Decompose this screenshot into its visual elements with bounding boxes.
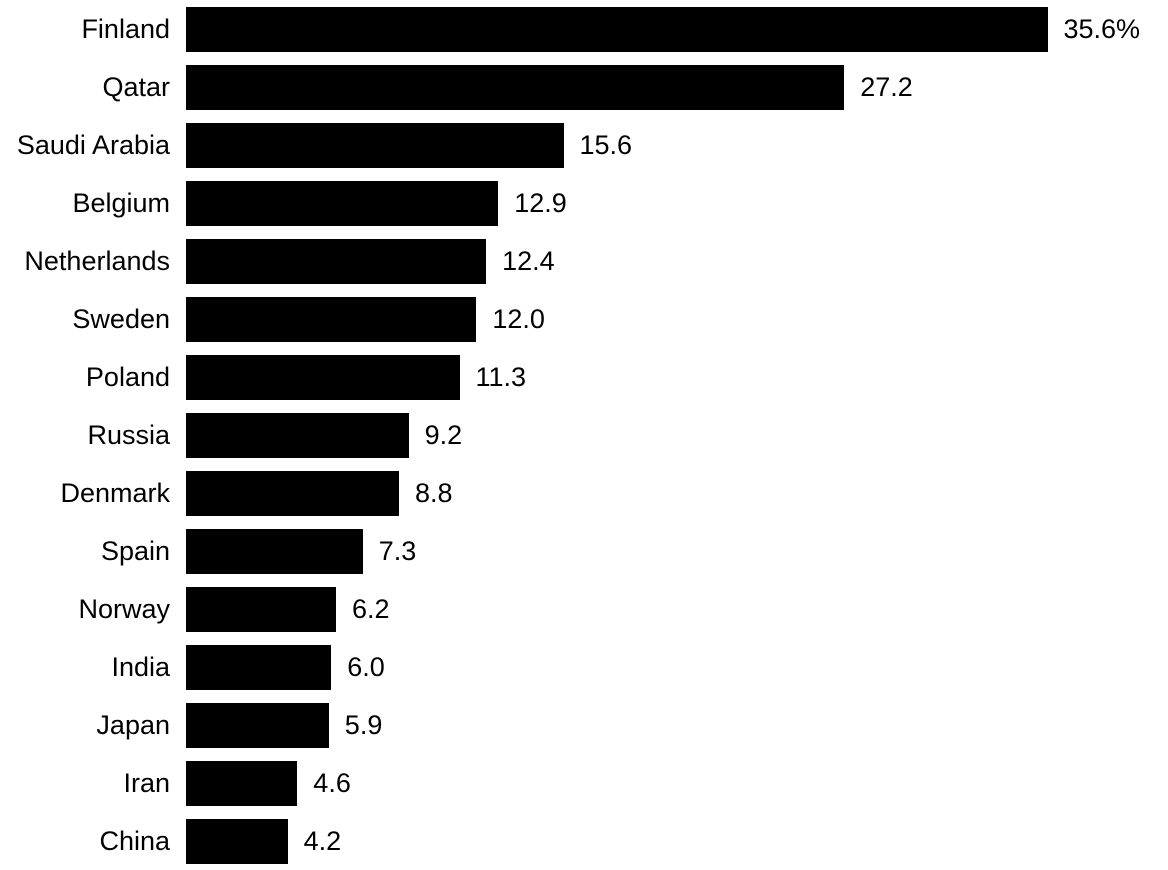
- category-label: Saudi Arabia: [16, 129, 170, 160]
- bar: [186, 818, 288, 864]
- category-label: Iran: [123, 767, 170, 798]
- bar-track: 27.2: [186, 58, 1168, 116]
- category-label: Qatar: [102, 71, 170, 102]
- bar: [186, 702, 329, 748]
- chart-row: Sweden 12.0: [0, 290, 1168, 348]
- value-label: 6.2: [352, 593, 390, 624]
- category-label: Finland: [81, 13, 170, 44]
- chart-row: China 4.2: [0, 812, 1168, 870]
- bar-track: 5.9: [186, 696, 1168, 754]
- chart-row: Poland 11.3: [0, 348, 1168, 406]
- bar: [186, 180, 499, 226]
- chart-row: Finland 35.6%: [0, 0, 1168, 58]
- value-label: 12.0: [492, 303, 545, 334]
- value-label: 4.2: [303, 825, 342, 856]
- value-label: 12.9: [514, 187, 567, 218]
- chart-row: Spain 7.3: [0, 522, 1168, 580]
- chart-row: Norway 6.2: [0, 580, 1168, 638]
- chart-row: Qatar 27.2: [0, 58, 1168, 116]
- bar-track: 4.2: [186, 812, 1168, 870]
- value-label: 4.6: [313, 767, 351, 798]
- bar: [186, 64, 845, 110]
- bar-track: 12.9: [186, 174, 1168, 232]
- bar: [186, 528, 363, 574]
- chart-row: Saudi Arabia 15.6: [0, 116, 1168, 174]
- value-label: 5.9: [344, 709, 383, 740]
- bar: [186, 354, 460, 400]
- bar-track: 15.6: [186, 116, 1168, 174]
- bar: [186, 296, 477, 342]
- value-label: 27.2: [860, 71, 913, 102]
- chart-row: Japan 5.9: [0, 696, 1168, 754]
- chart-row: Netherlands 12.4: [0, 232, 1168, 290]
- category-label: Belgium: [72, 187, 170, 218]
- value-label: 7.3: [378, 535, 417, 566]
- value-label: 9.2: [424, 419, 463, 450]
- chart-row: Belgium 12.9: [0, 174, 1168, 232]
- value-label: 6.0: [347, 651, 385, 682]
- category-label: Poland: [85, 361, 170, 392]
- bar: [186, 412, 409, 458]
- chart-row: India 6.0: [0, 638, 1168, 696]
- chart-row: Russia 9.2: [0, 406, 1168, 464]
- category-label: Denmark: [60, 477, 170, 508]
- category-label: Sweden: [72, 303, 170, 334]
- category-label: India: [111, 651, 170, 682]
- bar: [186, 760, 298, 806]
- bar-track: 12.4: [186, 232, 1168, 290]
- bar-track: 6.0: [186, 638, 1168, 696]
- value-label: 15.6: [579, 129, 633, 160]
- bar-track: 12.0: [186, 290, 1168, 348]
- bar: [186, 470, 399, 516]
- bar: [186, 6, 1048, 52]
- bar-track: 6.2: [186, 580, 1168, 638]
- bar: [186, 644, 332, 690]
- bar-track: 9.2: [186, 406, 1168, 464]
- category-label: Netherlands: [24, 245, 170, 276]
- value-label: 35.6%: [1063, 13, 1141, 44]
- category-label: Russia: [87, 419, 170, 450]
- bar: [186, 238, 487, 284]
- value-label: 11.3: [475, 361, 527, 392]
- category-label: China: [99, 825, 170, 856]
- chart-row: Denmark 8.8: [0, 464, 1168, 522]
- bar-track: 4.6: [186, 754, 1168, 812]
- bar-track: 8.8: [186, 464, 1168, 522]
- bar-track: 7.3: [186, 522, 1168, 580]
- bar: [186, 586, 336, 632]
- category-label: Japan: [96, 709, 170, 740]
- category-label: Norway: [78, 593, 170, 624]
- value-label: 8.8: [415, 477, 453, 508]
- bar: [186, 122, 564, 168]
- bar-track: 11.3: [186, 348, 1168, 406]
- value-label: 12.4: [502, 245, 555, 276]
- category-label: Spain: [100, 535, 170, 566]
- bar-track: 35.6%: [186, 0, 1168, 58]
- chart-row: Iran 4.6: [0, 754, 1168, 812]
